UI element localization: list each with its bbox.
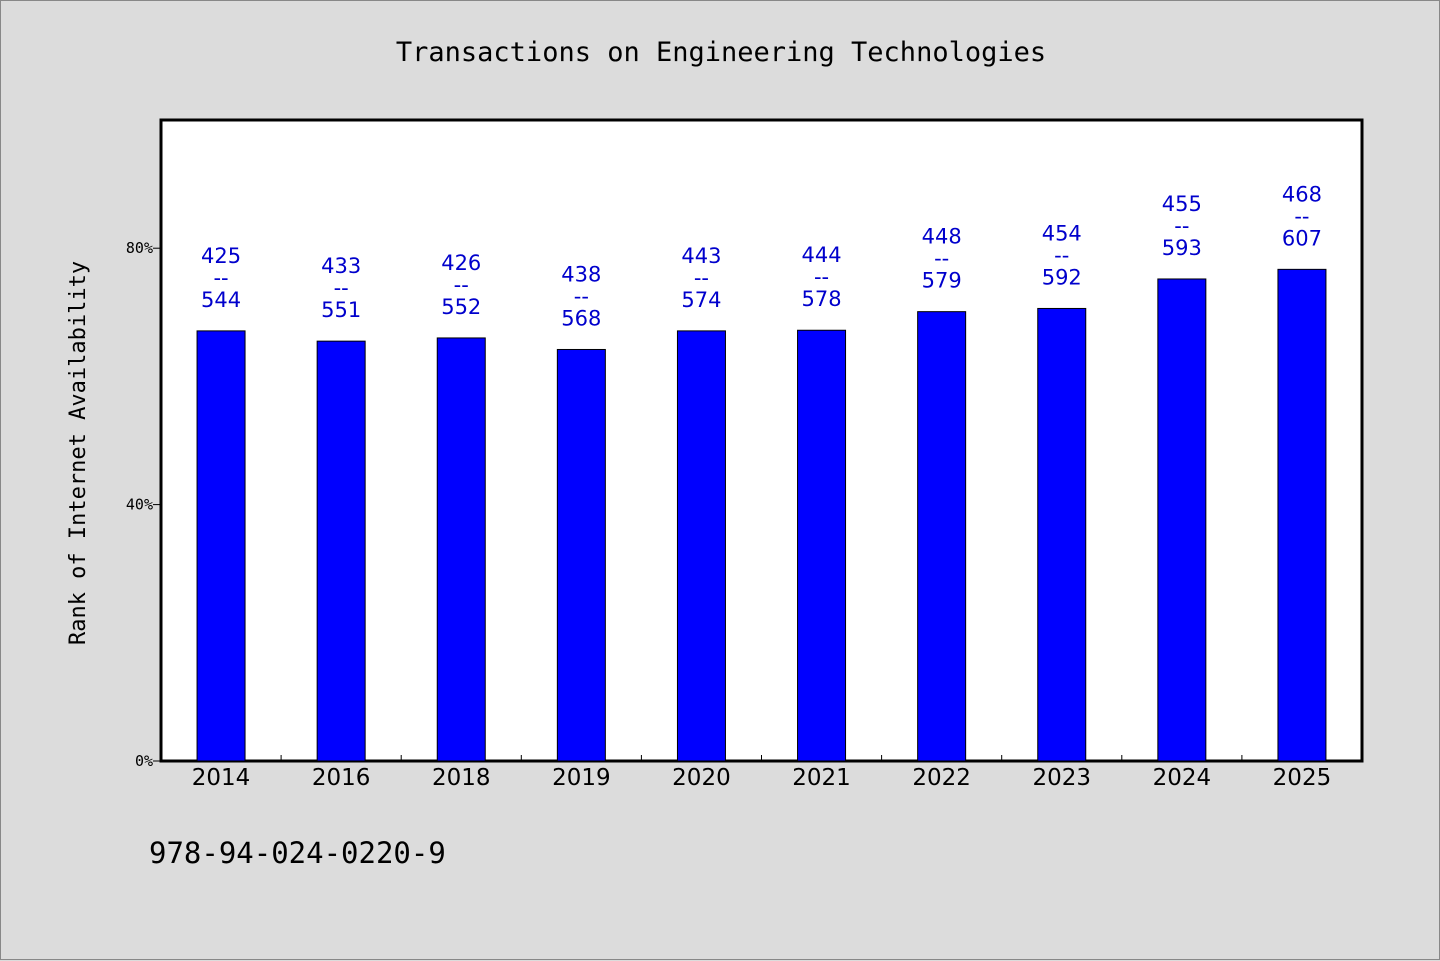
bar-label-separator: --	[213, 266, 228, 290]
bar-label-bottom: 551	[321, 298, 361, 322]
bar-2024	[1157, 278, 1207, 762]
chart-title: Transactions on Engineering Technologies	[396, 37, 1046, 68]
bar-label-top: 444	[802, 243, 842, 267]
bar-label-separator: --	[694, 266, 709, 290]
x-tick-label: 2023	[1032, 765, 1091, 791]
y-axis: 0% 40% 80%	[126, 239, 161, 770]
bar-2018	[436, 337, 486, 762]
bar-label-bottom: 592	[1042, 265, 1082, 289]
bar-label-bottom: 579	[922, 269, 962, 293]
bar-label-separator: --	[934, 247, 949, 271]
bar-label-top: 455	[1162, 192, 1202, 216]
bar-label-separator: --	[1174, 214, 1189, 238]
x-tick-label: 2024	[1153, 765, 1212, 791]
bar-label-separator: --	[1054, 243, 1069, 267]
bar-label-bottom: 578	[802, 287, 842, 311]
bar-2022	[917, 311, 967, 762]
bar-label-top: 433	[321, 254, 361, 278]
y-tick-label: 80%	[126, 239, 153, 257]
bar-label-separator: --	[814, 265, 829, 289]
bar-label-top: 426	[441, 251, 481, 275]
x-tick-label: 2020	[672, 765, 731, 791]
bar-2020	[676, 330, 726, 762]
bar-label-top: 443	[681, 244, 721, 268]
bar-label-separator: --	[454, 273, 469, 297]
y-tick-label: 40%	[126, 496, 153, 514]
bar-label-bottom: 568	[561, 306, 601, 330]
bar-label-separator: --	[1294, 204, 1309, 228]
bar-label-bottom: 544	[201, 288, 241, 312]
bar-2019	[556, 348, 606, 762]
x-tick-label: 2016	[312, 765, 371, 791]
bar-label-top: 438	[561, 262, 601, 286]
bar-label-bottom: 552	[441, 295, 481, 319]
bar-label-top: 468	[1282, 182, 1322, 206]
x-tick-label: 2021	[792, 765, 851, 791]
x-tick-label: 2018	[432, 765, 491, 791]
y-axis-label: Rank of Internet Availability	[66, 261, 91, 645]
bar-2014	[196, 330, 246, 762]
bar-label-top: 454	[1042, 221, 1082, 245]
isbn-text: 978-94-024-0220-9	[149, 836, 446, 870]
x-tick-label: 2025	[1273, 765, 1332, 791]
bar-label-separator: --	[334, 276, 349, 300]
bar-2016	[316, 340, 366, 762]
y-tick-label: 0%	[135, 752, 153, 770]
bar-labels-group: 425--544433--551426--552438--568443--574…	[201, 182, 1322, 330]
bars-group	[196, 268, 1327, 762]
x-tick-label: 2019	[552, 765, 611, 791]
x-axis: 2014 2016 2018 2019 2020 2021 2022 2023 2024 2025	[192, 755, 1331, 791]
bar-2025	[1277, 268, 1327, 762]
bar-label-bottom: 607	[1282, 226, 1322, 250]
bar-2023	[1037, 307, 1087, 762]
x-tick-label: 2022	[912, 765, 971, 791]
bar-2021	[797, 329, 847, 762]
bar-label-bottom: 593	[1162, 236, 1202, 260]
bar-label-top: 448	[922, 225, 962, 249]
x-tick-label: 2014	[192, 765, 251, 791]
bar-label-top: 425	[201, 244, 241, 268]
bar-label-bottom: 574	[681, 288, 721, 312]
bar-label-separator: --	[574, 284, 589, 308]
